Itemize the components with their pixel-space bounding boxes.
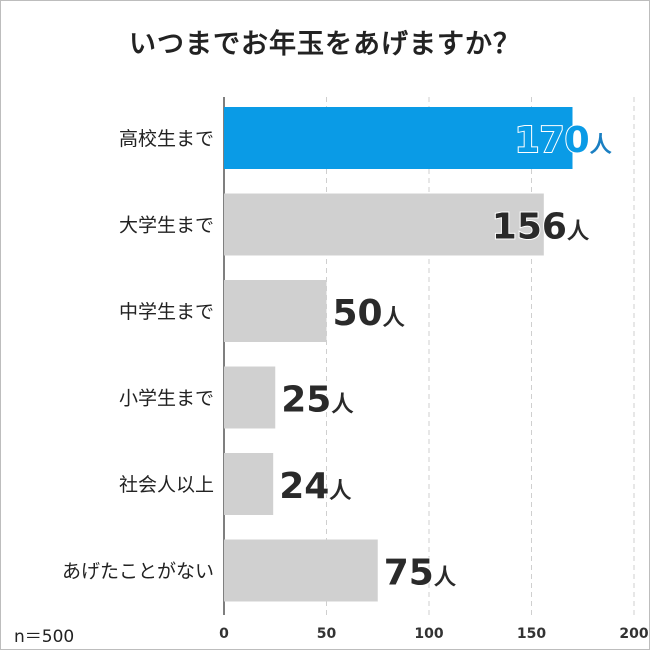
bar	[224, 366, 276, 429]
x-tick-label: 100	[414, 626, 443, 642]
category-label: 社会人以上	[119, 474, 214, 496]
value-label: 24人	[279, 466, 351, 507]
bar	[224, 280, 327, 342]
value-label: 156人	[492, 207, 589, 248]
category-label: あげたことがない	[62, 561, 214, 583]
value-label: 75人	[384, 553, 456, 594]
bar	[224, 453, 274, 515]
category-label: 大学生まで	[119, 215, 214, 237]
bar	[224, 193, 544, 256]
x-tick-label: 0	[219, 626, 229, 642]
grid-lines	[223, 97, 635, 615]
category-label: 中学生まで	[119, 301, 214, 323]
x-tick-label: 200	[619, 626, 648, 642]
bar	[224, 107, 573, 169]
category-label: 小学生まで	[119, 388, 214, 410]
value-label: 25人	[281, 380, 353, 421]
x-tick-label: 150	[517, 626, 546, 642]
chart-title: いつまでお年玉をあげますか？	[129, 29, 521, 60]
sample-size-label: n＝500	[14, 627, 75, 647]
bar	[224, 539, 378, 602]
category-label: 高校生まで	[119, 128, 214, 150]
x-tick-label: 50	[317, 626, 337, 642]
bars	[224, 107, 573, 602]
value-label: 170人	[515, 120, 612, 161]
value-label: 50人	[333, 293, 405, 334]
